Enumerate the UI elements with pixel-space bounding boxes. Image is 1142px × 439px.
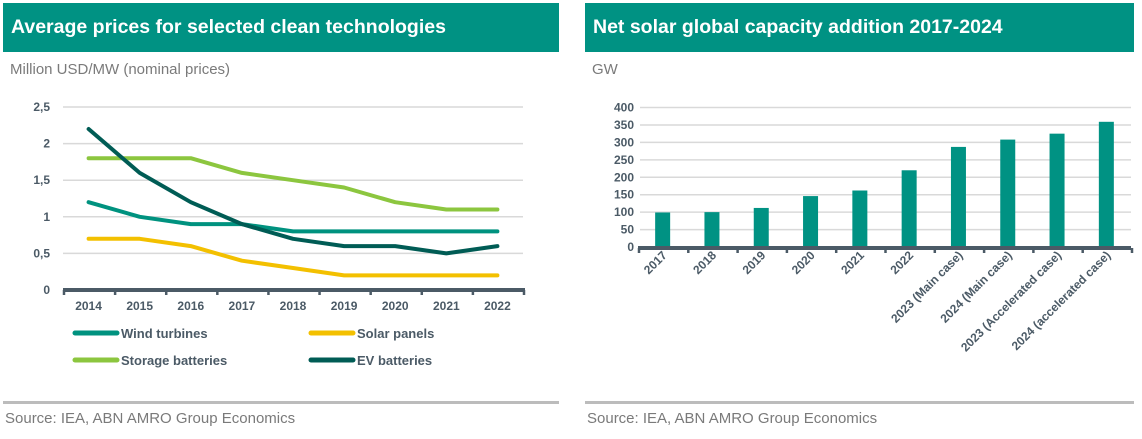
y-tick-label: 0	[627, 240, 634, 254]
x-tick-label: 2018	[280, 299, 307, 313]
x-tick-label: 2023 (Accelerated case)	[958, 248, 1064, 354]
x-tick-label: 2019	[740, 248, 769, 277]
y-tick-label: 100	[614, 205, 634, 219]
legend-label: EV batteries	[357, 353, 432, 368]
y-tick-label: 150	[614, 188, 634, 202]
left-source-note: Source: IEA, ABN AMRO Group Economics	[5, 410, 296, 427]
bar-chart: 0 50 100 150 200 250 300 350 400 2017 2018 2019 2020…	[614, 101, 1134, 354]
y-tick-label: 0	[43, 283, 50, 297]
series-line-solar-panels	[86, 236, 500, 278]
x-tick-label: 2020	[789, 248, 818, 277]
series-line-ev-batteries	[86, 127, 500, 256]
y-tick-label: 2,5	[33, 100, 50, 114]
series-line-wind-turbines	[86, 200, 500, 234]
legend-label: Storage batteries	[121, 353, 227, 368]
x-tick-label: 2016	[177, 299, 204, 313]
bar	[901, 170, 917, 247]
legend-label: Wind turbines	[121, 326, 208, 341]
line-chart: 0 0,5 1 1,5 2 2,5 2014 2015 2016 2017 2018 2019 2020…	[33, 100, 526, 368]
bar	[704, 212, 720, 247]
bar	[1049, 133, 1065, 247]
x-tick-label: 2015	[126, 299, 153, 313]
bar	[753, 207, 769, 247]
x-tick-label: 2017	[641, 248, 670, 277]
y-tick-label: 2	[43, 137, 50, 151]
x-tick-label: 2022	[887, 248, 916, 277]
y-tick-label: 1	[43, 210, 50, 224]
left-chart-panel: Average prices for selected clean techno…	[3, 0, 559, 439]
bar	[655, 212, 671, 247]
x-tick-label: 2017	[229, 299, 256, 313]
y-tick-label: 50	[621, 223, 635, 237]
bar	[1098, 121, 1114, 247]
x-tick-label: 2021	[838, 248, 867, 277]
x-tick-label: 2022	[484, 299, 511, 313]
right-footer-divider	[585, 401, 1134, 404]
bar	[852, 190, 868, 247]
x-tick-label: 2020	[382, 299, 409, 313]
x-tick-label: 2014	[75, 299, 102, 313]
y-tick-label: 400	[614, 101, 634, 115]
right-chart-title: Net solar global capacity addition 2017-…	[585, 3, 1134, 52]
x-tick-label: 2019	[331, 299, 358, 313]
bar	[950, 146, 966, 247]
x-tick-label: 2024 (accelerated case)	[1009, 248, 1114, 353]
left-chart-title: Average prices for selected clean techno…	[3, 3, 559, 52]
bar	[1000, 139, 1016, 247]
right-source-note: Source: IEA, ABN AMRO Group Economics	[587, 410, 878, 427]
y-tick-label: 350	[614, 118, 634, 132]
y-tick-label: 0,5	[33, 246, 50, 260]
right-chart-unit-label: GW	[592, 61, 618, 78]
legend-label: Solar panels	[357, 326, 434, 341]
x-tick-label: 2018	[690, 248, 719, 277]
left-chart-unit-label: Million USD/MW (nominal prices)	[10, 61, 231, 78]
right-chart-panel: Net solar global capacity addition 2017-…	[585, 0, 1134, 439]
left-footer-divider	[3, 401, 559, 404]
x-tick-label: 2021	[433, 299, 460, 313]
y-tick-label: 300	[614, 135, 634, 149]
y-tick-label: 250	[614, 153, 634, 167]
bar	[803, 196, 819, 247]
y-tick-label: 1,5	[33, 173, 50, 187]
y-tick-label: 200	[614, 170, 634, 184]
series-line-storage-batteries	[86, 156, 500, 212]
